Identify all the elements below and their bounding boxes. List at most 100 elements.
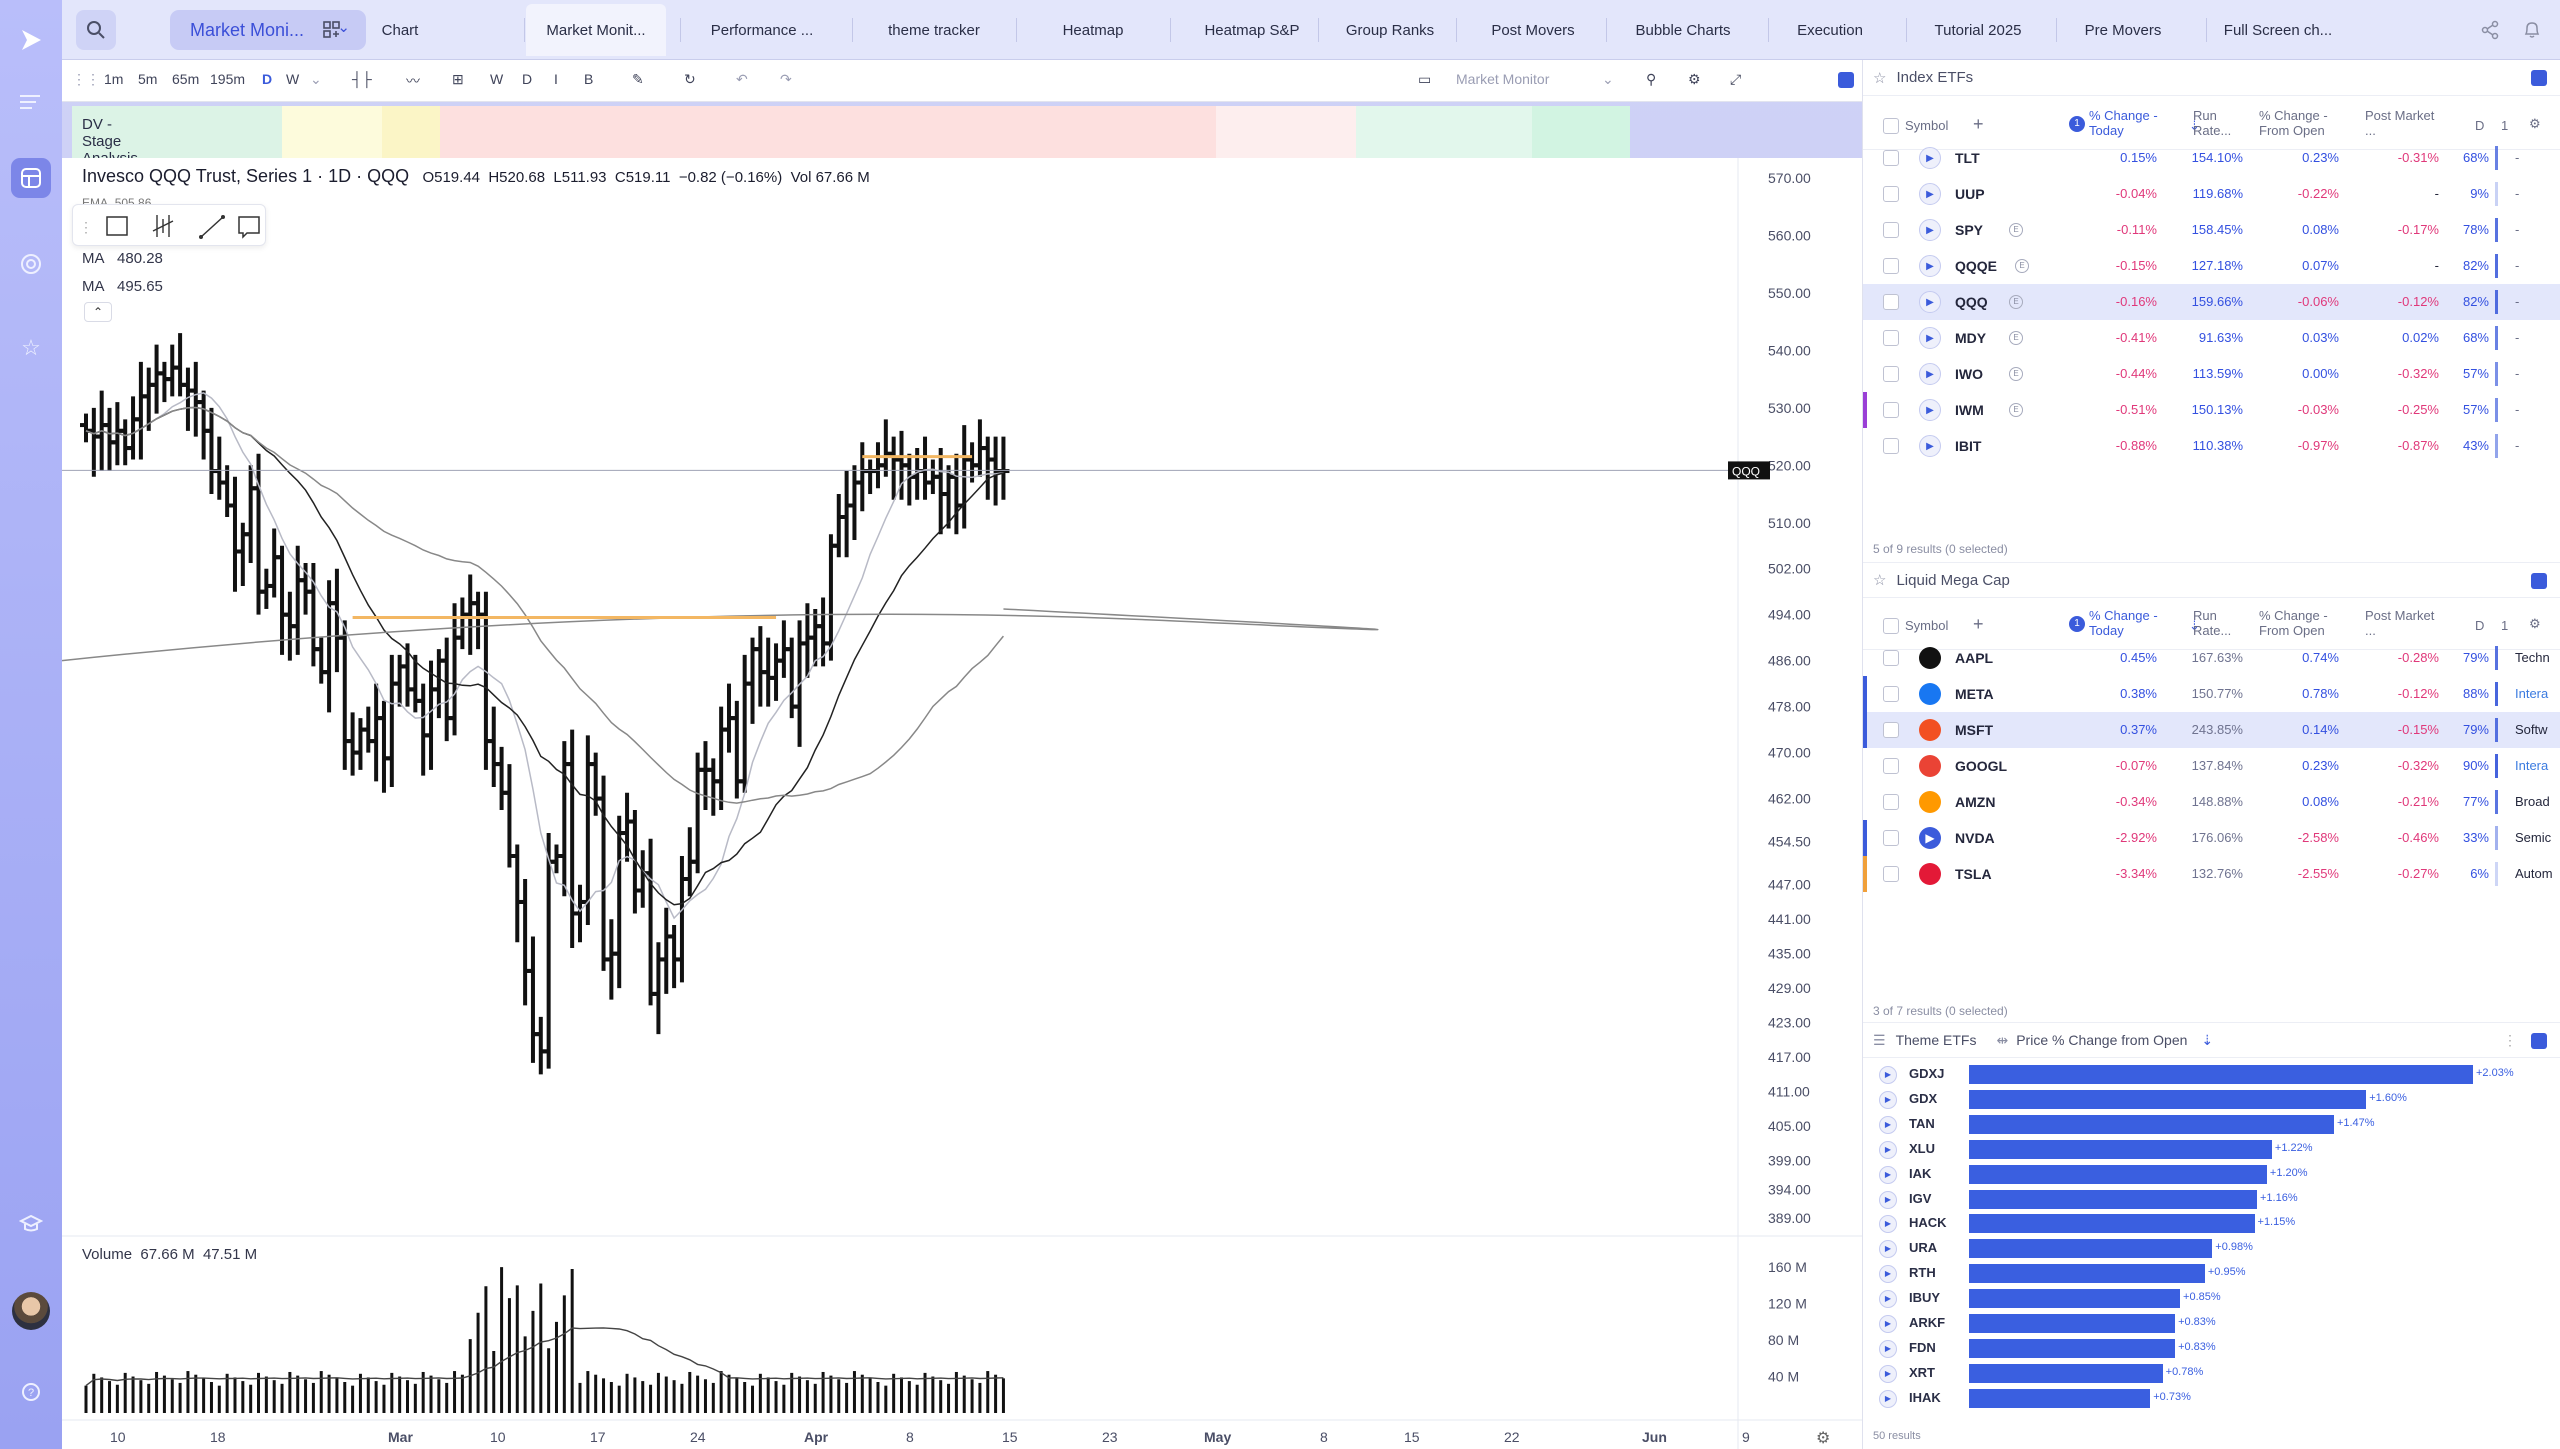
row-checkbox[interactable] (1883, 330, 1899, 346)
dashboard-icon[interactable] (11, 158, 51, 198)
play-icon[interactable]: ▶ (1919, 327, 1941, 349)
bar-symbol[interactable]: URA (1909, 1240, 1938, 1256)
table-row[interactable]: ▶ QQQ E -0.16% 159.66% -0.06% -0.12% 82% - (1863, 284, 2560, 320)
sort-desc-icon[interactable]: ⇣ (2189, 618, 2200, 633)
bar-symbol[interactable]: IAK (1909, 1165, 1932, 1181)
undo-icon[interactable]: ↶ (736, 71, 748, 87)
select-all-checkbox[interactable] (1883, 118, 1899, 134)
row-checkbox[interactable] (1883, 438, 1899, 454)
education-icon[interactable] (11, 1204, 51, 1244)
tab-group-ranks[interactable]: Group Ranks (1345, 21, 1435, 39)
col-1[interactable]: 1 (2501, 618, 2509, 633)
redo-icon[interactable]: ↷ (780, 71, 792, 87)
fib-tool-icon[interactable] (147, 205, 181, 247)
row-checkbox[interactable] (1883, 258, 1899, 274)
tab-heatmap-s-p[interactable]: Heatmap S&P (1204, 21, 1300, 39)
play-icon[interactable]: ▶ (1879, 1066, 1897, 1084)
bar-row[interactable]: ▶ XRT +0.78% (1863, 1361, 2560, 1386)
zoom-icon[interactable]: ⚲ (1646, 71, 1657, 87)
layout-name[interactable]: Market Monitor (1456, 71, 1550, 87)
refresh-icon[interactable]: ↻ (684, 71, 696, 87)
tab-chart[interactable]: Chart (381, 21, 419, 39)
row-checkbox[interactable] (1883, 686, 1899, 702)
bar-row[interactable]: ▶ TAN +1.47% (1863, 1112, 2560, 1137)
letter-i[interactable]: I (554, 71, 558, 87)
table-row[interactable]: ▶ NVDA -2.92% 176.06% -2.58% -0.46% 33% Semic (1863, 820, 2560, 856)
bar-row[interactable]: ▶ IBUY +0.85% (1863, 1286, 2560, 1311)
bar-row[interactable]: ▶ ARKF +0.83% (1863, 1311, 2560, 1336)
interval-195m[interactable]: 195m (210, 71, 246, 87)
row-symbol[interactable]: QQQE (1955, 258, 1998, 274)
table-row[interactable]: MSFT 0.37% 243.85% 0.14% -0.15% 79% Softw (1863, 712, 2560, 748)
col-d[interactable]: D (2475, 618, 2485, 633)
play-icon[interactable]: ▶ (1879, 1290, 1897, 1309)
row-symbol[interactable]: TSLA (1955, 866, 1992, 882)
layout-select[interactable]: Market Moni... ⌄ (170, 10, 366, 50)
play-icon[interactable]: ▶ (1919, 147, 1941, 169)
bar-symbol[interactable]: IGV (1909, 1190, 1932, 1206)
logo-icon[interactable] (11, 20, 51, 60)
row-checkbox[interactable] (1883, 366, 1899, 382)
row-checkbox[interactable] (1883, 294, 1899, 310)
price-chart[interactable]: 570.00 560.00 550.00 540.00 530.00 520.00 510.… (62, 158, 1862, 1449)
bar-symbol[interactable]: HACK (1909, 1215, 1947, 1231)
row-checkbox[interactable] (1883, 830, 1899, 846)
row-checkbox[interactable] (1883, 794, 1899, 810)
panel-color-toggle[interactable] (1838, 72, 1854, 88)
col-change-today[interactable]: % Change - Today (2089, 608, 2158, 638)
layout-panel-icon[interactable]: ▭ (1418, 71, 1432, 87)
bar-row[interactable]: ▶ IHAK +0.73% (1863, 1386, 2560, 1411)
bar-symbol[interactable]: FDN (1909, 1339, 1936, 1355)
collapse-legend-button[interactable]: ⌃ (84, 302, 112, 322)
share-icon[interactable] (2472, 10, 2508, 50)
row-checkbox[interactable] (1883, 866, 1899, 882)
chevron-down-icon[interactable]: ⌄ (1602, 71, 1614, 87)
panel-color-toggle[interactable] (2531, 1033, 2547, 1049)
bar-row[interactable]: ▶ RTH +0.95% (1863, 1261, 2560, 1286)
col-change-today[interactable]: % Change - Today (2089, 108, 2158, 138)
col-change-open[interactable]: % Change - From Open (2259, 108, 2328, 138)
row-symbol[interactable]: GOOGL (1955, 758, 2008, 774)
row-checkbox[interactable] (1883, 402, 1899, 418)
row-symbol[interactable]: IWO (1955, 366, 1983, 382)
bar-row[interactable]: ▶ IAK +1.20% (1863, 1162, 2560, 1187)
row-checkbox[interactable] (1883, 150, 1899, 166)
select-all-checkbox[interactable] (1883, 618, 1899, 634)
play-icon[interactable]: ▶ (1879, 1389, 1897, 1408)
table-row[interactable]: AMZN -0.34% 148.88% 0.08% -0.21% 77% Broad (1863, 784, 2560, 820)
bar-symbol[interactable]: IBUY (1909, 1290, 1941, 1306)
sort-desc-icon[interactable]: ⇣ (2189, 118, 2200, 133)
avatar[interactable] (12, 1292, 50, 1330)
gear-icon[interactable]: ⚙ (2529, 116, 2541, 131)
tab-performance[interactable]: Performance ... (710, 21, 814, 39)
play-icon[interactable]: ▶ (1879, 1165, 1897, 1184)
add-column-icon[interactable]: + (1973, 114, 1984, 134)
letter-b[interactable]: B (584, 71, 594, 87)
col-symbol[interactable]: Symbol (1905, 118, 1949, 133)
col-post-market[interactable]: Post Market ... (2365, 108, 2435, 138)
tab-post-movers[interactable]: Post Movers (1491, 21, 1575, 39)
add-column-icon[interactable]: + (1973, 614, 1984, 634)
pencil-icon[interactable]: ✎ (632, 71, 644, 87)
row-symbol[interactable]: META (1955, 686, 1994, 702)
table-row[interactable]: ▶ IWM E -0.51% 150.13% -0.03% -0.25% 57% - (1863, 392, 2560, 428)
row-symbol[interactable]: NVDA (1955, 830, 1995, 846)
templates-icon[interactable]: ⊞ (452, 71, 464, 87)
tab-theme-tracker[interactable]: theme tracker (888, 21, 980, 39)
table-row[interactable]: ▶ UUP -0.04% 119.68% -0.22% - 9% - (1863, 176, 2560, 212)
col-run-rate[interactable]: Run Rate... (2193, 108, 2232, 138)
bar-row[interactable]: ▶ FDN +0.83% (1863, 1336, 2560, 1361)
row-symbol[interactable]: QQQ (1955, 294, 1988, 310)
row-symbol[interactable]: SPY (1955, 222, 1984, 238)
col-d[interactable]: D (2475, 118, 2485, 133)
table-row[interactable]: META 0.38% 150.77% 0.78% -0.12% 88% Intera (1863, 676, 2560, 712)
row-checkbox[interactable] (1883, 722, 1899, 738)
col-1[interactable]: 1 (2501, 118, 2509, 133)
row-symbol[interactable]: TLT (1955, 150, 1980, 166)
tab-bubble-charts[interactable]: Bubble Charts (1635, 21, 1731, 39)
tab-market-monit[interactable]: Market Monit... (526, 4, 666, 56)
bar-symbol[interactable]: GDXJ (1909, 1066, 1945, 1081)
interval-5m[interactable]: 5m (138, 71, 158, 87)
row-symbol[interactable]: MSFT (1955, 722, 1994, 738)
more-icon[interactable]: ⋮ (2503, 1031, 2517, 1048)
